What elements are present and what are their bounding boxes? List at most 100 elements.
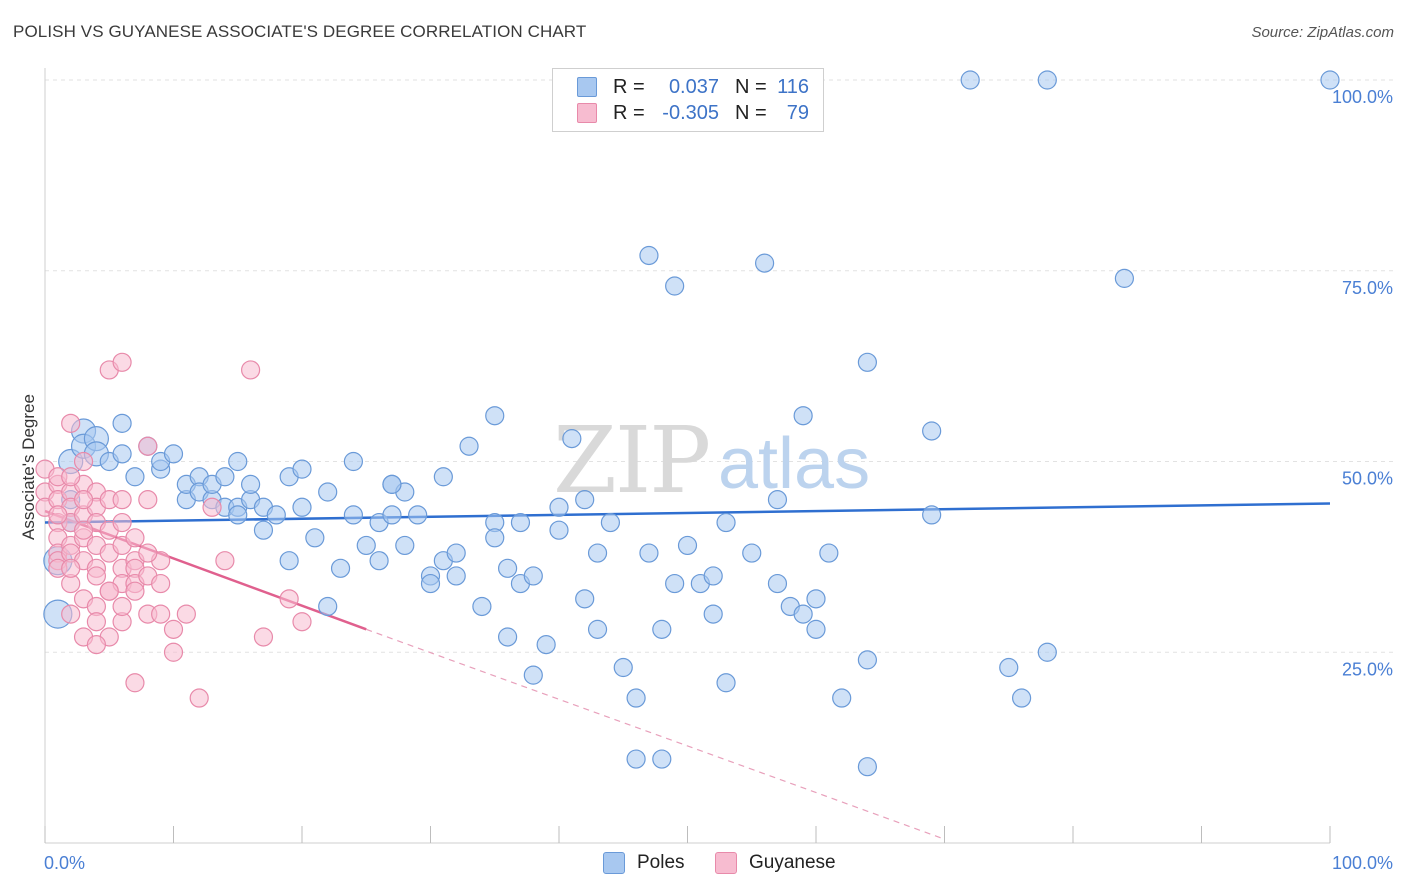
point-poles-83	[677, 535, 698, 556]
point-poles-25	[228, 505, 248, 525]
point-poles-30	[266, 505, 286, 525]
point-poles-52	[433, 467, 453, 487]
point-poles-37	[318, 596, 338, 617]
tick-labels: 25.0% 50.0% 75.0% 100.0% 0.0% 100.0%	[44, 87, 1393, 873]
y-tick-label: 25.0%	[1342, 659, 1393, 679]
watermark: ZIP atlas	[553, 407, 870, 514]
point-guyanese-31	[86, 612, 107, 632]
point-poles-47	[395, 535, 415, 556]
legend-n-label: N =	[735, 101, 767, 124]
legend-swatch-poles	[577, 77, 597, 97]
point-poles-40	[343, 505, 363, 525]
point-guyanese-70	[112, 596, 132, 617]
point-poles-106	[1011, 688, 1032, 708]
axes	[44, 68, 1331, 844]
point-poles-67	[549, 520, 569, 540]
point-poles-115	[703, 604, 723, 624]
trend-line-poles	[44, 502, 1331, 524]
point-poles-35	[305, 528, 325, 548]
point-guyanese-58	[189, 688, 209, 708]
point-poles-109	[1114, 268, 1135, 288]
point-guyanese-68	[86, 566, 107, 586]
bottom-legend-swatch-guyanese	[715, 852, 737, 874]
point-poles-114	[549, 497, 569, 517]
point-poles-22	[215, 467, 235, 487]
point-guyanese-55	[151, 573, 171, 594]
legend-n-value: 116	[777, 75, 809, 98]
point-poles-33	[292, 459, 312, 479]
point-guyanese-16	[61, 604, 81, 624]
point-poles-80	[652, 749, 672, 769]
legend-r-value: -0.305	[662, 101, 719, 124]
point-poles-73	[600, 512, 621, 533]
point-poles-75	[626, 688, 646, 708]
point-poles-86	[716, 512, 736, 533]
point-poles-91	[767, 573, 788, 594]
y-tick-label: 75.0%	[1342, 278, 1393, 298]
point-poles-68	[562, 429, 582, 449]
point-poles-64	[523, 566, 543, 586]
y-axis-label: Associate's Degree	[19, 394, 38, 540]
bottom-legend-swatch-poles	[603, 852, 625, 874]
point-guyanese-64	[292, 612, 312, 632]
point-poles-38	[330, 558, 351, 578]
point-guyanese-59	[202, 497, 222, 517]
point-poles-89	[754, 253, 775, 273]
point-poles-45	[382, 505, 402, 525]
point-poles-99	[857, 352, 878, 372]
point-guyanese-19	[73, 451, 94, 472]
point-guyanese-77	[73, 490, 94, 510]
point-poles-110	[1320, 70, 1340, 90]
point-poles-60	[498, 558, 518, 578]
point-poles-58	[485, 528, 505, 548]
point-poles-77	[639, 245, 659, 266]
correlation-legend: R = 0.037 N = 116 R = -0.305 N = 79	[552, 68, 824, 132]
point-poles-90	[767, 490, 788, 510]
point-poles-71	[587, 543, 608, 563]
watermark-atlas: atlas	[718, 424, 870, 504]
point-guyanese-63	[279, 589, 299, 609]
point-guyanese-38	[112, 490, 132, 510]
point-poles-39	[343, 451, 363, 472]
legend-r-label: R =	[613, 101, 645, 124]
point-poles-74	[613, 657, 633, 678]
point-poles-66	[536, 635, 556, 655]
point-guyanese-49	[125, 673, 145, 693]
point-poles-95	[806, 619, 826, 639]
point-poles-50	[420, 573, 441, 594]
point-poles-72	[587, 619, 608, 639]
point-guyanese-62	[253, 627, 274, 647]
point-guyanese-51	[138, 490, 158, 510]
point-guyanese-61	[241, 360, 261, 380]
legend-row-poles: R = 0.037 N = 116	[577, 74, 809, 100]
point-poles-59	[485, 406, 505, 426]
point-poles-48	[408, 505, 428, 525]
point-guyanese-73	[151, 604, 171, 624]
point-poles-98	[832, 688, 852, 708]
bottom-legend-guyanese: Guyanese	[715, 852, 836, 874]
point-poles-43	[369, 551, 389, 571]
point-poles-36	[318, 482, 338, 502]
point-poles-76	[626, 749, 646, 769]
point-poles-70	[575, 589, 595, 609]
point-poles-15	[163, 444, 184, 464]
bottom-legend-label-guyanese: Guyanese	[749, 852, 836, 873]
point-poles-111	[112, 413, 132, 433]
point-poles-29	[253, 520, 274, 540]
point-guyanese-76	[61, 558, 81, 578]
point-poles-65	[523, 665, 543, 685]
point-guyanese-60	[215, 551, 235, 571]
point-poles-108	[1037, 70, 1057, 90]
point-poles-11	[125, 467, 145, 487]
point-poles-78	[639, 543, 659, 563]
point-poles-107	[1037, 642, 1057, 662]
point-poles-31	[279, 551, 299, 571]
point-poles-55	[459, 436, 479, 456]
x-tick-label-min: 0.0%	[44, 853, 85, 873]
point-poles-103	[922, 505, 942, 525]
point-guyanese-78	[86, 635, 107, 655]
point-poles-88	[742, 543, 762, 563]
y-tick-label: 100.0%	[1332, 87, 1393, 107]
point-guyanese-57	[176, 604, 196, 624]
